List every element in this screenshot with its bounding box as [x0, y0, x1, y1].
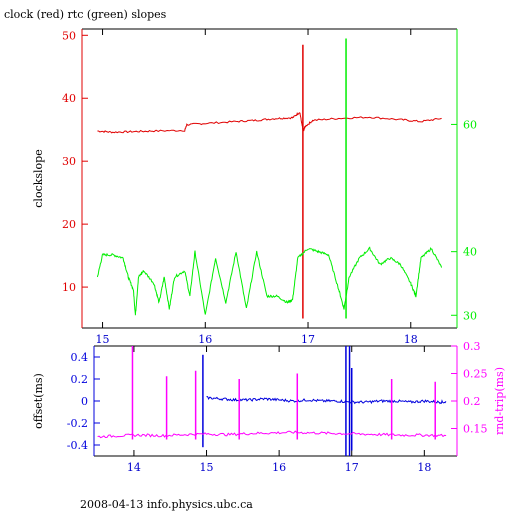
- x-tick-label: 15: [96, 333, 110, 346]
- x-tick-label: 17: [301, 333, 315, 346]
- footer-caption: 2008-04-13 info.physics.ubc.ca: [80, 498, 253, 511]
- y-axis-label: offset(ms): [32, 373, 45, 429]
- x-tick-label: 16: [198, 333, 212, 346]
- y-tick-label: 0.2: [71, 373, 89, 386]
- y-right-axis-label: rnd-trip(ms): [493, 367, 506, 435]
- y-right-tick-label: 60: [463, 118, 477, 131]
- y-tick-label: -0.2: [67, 417, 88, 430]
- y-right-tick-label: 0.2: [463, 395, 481, 408]
- y-right-tick-label: 0.25: [463, 368, 488, 381]
- y-right-tick-label: 0.15: [463, 423, 488, 436]
- series-line-clock: [97, 112, 442, 134]
- y-right-tick-label: 40: [463, 246, 477, 259]
- series-line-rnd-trip: [97, 430, 447, 439]
- x-tick-label: 14: [127, 461, 141, 474]
- x-tick-label: 16: [272, 461, 286, 474]
- x-tick-label: 17: [345, 461, 359, 474]
- chart-title: clock (red) rtc (green) slopes: [4, 8, 167, 21]
- y-axis-label: clockslope: [32, 149, 45, 207]
- series-line-rtc: [96, 246, 443, 316]
- x-tick-label: 15: [200, 461, 214, 474]
- y-right-tick-label: 0.3: [463, 340, 481, 353]
- y-tick-label: 0: [81, 395, 88, 408]
- y-tick-label: 0.4: [71, 351, 89, 364]
- x-tick-label: 18: [417, 461, 431, 474]
- y-tick-label: 20: [62, 218, 76, 231]
- y-tick-label: 30: [62, 155, 76, 168]
- y-tick-label: 10: [62, 281, 76, 294]
- y-tick-label: 50: [62, 29, 76, 42]
- series-line-offset: [206, 396, 447, 405]
- y-tick-label: -0.4: [67, 439, 88, 452]
- x-tick-label: 18: [404, 333, 418, 346]
- y-tick-label: 40: [62, 92, 76, 105]
- y-right-tick-label: 30: [463, 309, 477, 322]
